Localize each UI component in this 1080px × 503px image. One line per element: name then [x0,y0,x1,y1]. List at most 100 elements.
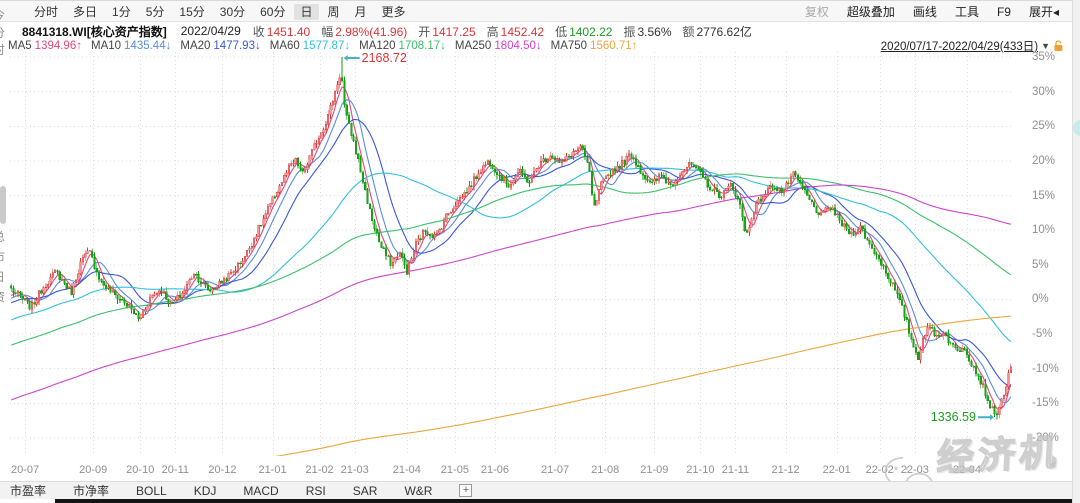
x-axis-label: 22-03 [900,464,929,476]
x-axis-label: 21-01 [258,464,287,476]
period-tab-11[interactable]: 更多 [381,4,406,19]
clipped-glyph: 市 [0,248,5,265]
quote-field-2: 幅 2.98%(41.96) [321,25,407,39]
period-tab-8[interactable]: 日 [294,3,319,20]
period-tab-3[interactable]: 1分 [112,4,131,19]
left-clipped-panel: 今分时总市日资 [0,0,10,503]
period-tab-4[interactable]: 5分 [145,4,165,19]
quote-field-3: 开 1417.25 [418,25,475,39]
quote-info-bar: 8841318.WI[核心资产指数] 2022/04/29 收 1451.40 幅 2… [0,23,1080,39]
quote-field-1: 收 1451.40 [253,25,310,39]
period-tab-6[interactable]: 30分 [219,4,246,19]
quote-field-value: 1452.42 [500,24,545,39]
quote-field-label: 振 [623,24,636,39]
ma-legend-row: MA5 1394.96↑ MA10 1435.44↓ MA20 1477.93↓ MA60 1… [0,39,1080,53]
clipped-glyph: 总 [0,228,5,245]
quote-field-7: 额 2776.62亿 [683,25,752,39]
grid [10,52,1012,456]
y-axis-label: 35% [1032,51,1056,63]
indicator-tab-8[interactable]: W&R [404,483,433,498]
ma-legend-item-ma10: MA10 1435.44↓ [91,40,171,52]
ma-legend-item-ma750: MA750 1560.71↑ [551,40,638,52]
ma-label: MA60 [269,40,300,52]
y-axis-label: 0% [1032,293,1049,306]
scrollbar-thumb[interactable] [0,186,6,224]
y-axis-label: 15% [1032,189,1056,202]
indicator-tab-6[interactable]: RSI [305,483,326,498]
x-axis-label: 22-01 [822,464,851,476]
ma-line-ma10 [10,99,1012,404]
ma-label: MA20 [180,40,211,52]
y-axis-label: 5% [1032,258,1049,271]
annotation-high: 2168.72 [343,51,407,65]
toolbar-button-6[interactable]: 展开◂ [1028,4,1059,19]
ma-value: 1435.44↓ [124,40,172,52]
instrument-name: 8841318.WI[核心资产指数] [22,24,167,39]
svg-text:1336.59: 1336.59 [931,410,976,424]
x-axis-label: 21-04 [392,464,421,476]
ma-line-ma20 [10,118,1012,388]
ma-value: 1394.96↑ [34,40,82,52]
indicator-tab-5[interactable]: MACD [243,483,279,498]
x-axis-label: 20-07 [10,464,40,476]
indicator-tab-1[interactable]: 市盈率 [10,484,47,498]
quote-field-4: 高 1452.42 [487,25,544,39]
floating-button[interactable] [1073,120,1080,136]
ma-label: MA750 [550,40,588,52]
indicator-tabs: 市盈率 市净率 BOLL KDJ MACD RSI SAR W&R + [0,481,1080,499]
kline-chart[interactable]: 2168.72 1336.59 [10,51,1012,456]
y-axis-label: 25% [1032,120,1056,133]
toolbar-button-1[interactable]: 复权 [804,4,829,19]
x-axis-label: 21-08 [591,464,620,476]
toolbar-button-3[interactable]: 画线 [912,4,937,19]
indicator-tab-2[interactable]: 市净率 [73,484,110,498]
date-range-selector[interactable]: 2020/07/17-2022/04/29(433日) ▼ [881,38,1064,54]
x-axis-label: 22-04 [952,464,981,476]
toolbar-button-2[interactable]: 超级叠加 [846,4,895,19]
quote-field-value: 1402.22 [569,24,613,39]
period-tab-5[interactable]: 15分 [179,4,205,19]
x-axis-label: 20-12 [208,464,237,476]
add-indicator-button[interactable]: + [459,484,473,497]
x-axis-label: 21-05 [440,464,469,476]
quote-field-label: 低 [555,24,568,39]
date-range-text: 2020/07/17-2022/04/29(433日) [880,41,1039,53]
ma-value: 1560.71↑ [590,40,638,52]
quote-field-5: 低 1402.22 [555,25,612,39]
collapse-panel-icon[interactable]: « [1050,459,1057,471]
period-tab-7[interactable]: 60分 [260,4,286,19]
right-panel-edge [1072,0,1080,503]
quote-field-value: 1451.40 [266,24,311,39]
x-axis-label: 21-10 [686,464,715,476]
period-tab-1[interactable]: 分时 [34,4,59,19]
x-axis-label: 21-06 [480,464,510,476]
ma-value: 1804.50↓ [494,40,542,52]
ma-line-ma750 [274,315,1011,456]
window-bottom-edge [55,499,1080,503]
x-axis-label: 21-09 [640,464,669,476]
quote-field-value: 3.56% [637,24,672,39]
period-tab-2[interactable]: 多日 [73,4,98,19]
toolbar-button-4[interactable]: 工具 [954,4,979,19]
quote-field-label: 幅 [321,24,334,39]
toolbar-button-5[interactable]: F9 [996,4,1011,19]
unlock-icon[interactable] [1053,40,1064,52]
x-axis-label: 20-10 [126,464,155,476]
x-axis-label: 21-11 [721,464,750,476]
ma-legend-item-ma5: MA5 1394.96↑ [8,40,82,52]
indicator-tab-4[interactable]: KDJ [193,483,217,498]
ma-legend-item-ma120: MA120 1708.17↓ [359,40,446,52]
quote-field-label: 开 [418,24,431,39]
indicator-tab-3[interactable]: BOLL [136,483,167,498]
period-tab-10[interactable]: 月 [354,4,367,19]
quote-date: 2022/04/29 [180,24,241,38]
y-axis-label: -5% [1032,328,1053,341]
quote-field-value: 1417.25 [432,24,476,39]
period-tab-9[interactable]: 周 [327,4,340,19]
y-axis-label: -15% [1032,397,1059,410]
quote-field-label: 额 [682,24,695,39]
y-axis-label: -20% [1032,432,1059,444]
indicator-tab-7[interactable]: SAR [352,483,378,498]
x-axis-label: 21-07 [541,464,570,476]
